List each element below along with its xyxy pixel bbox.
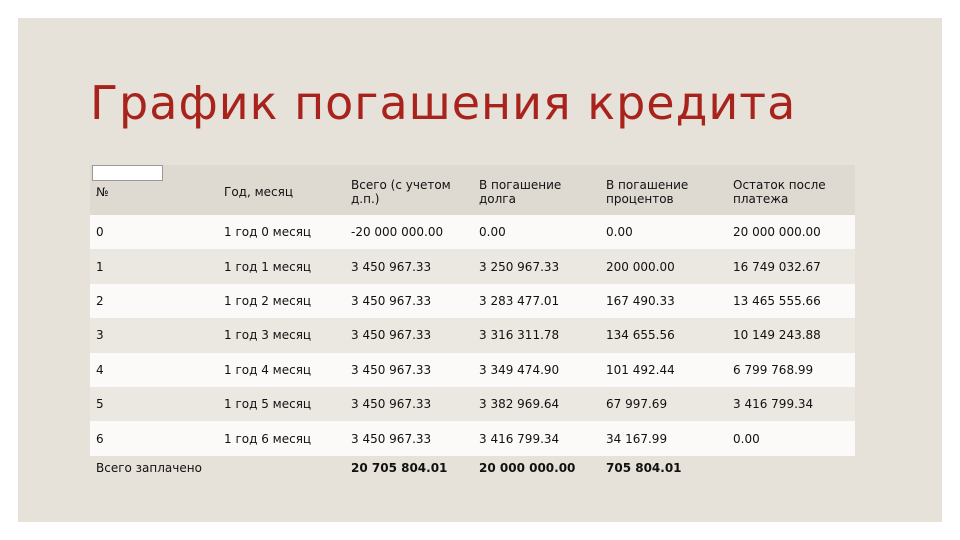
table-cell: 200 000.00 xyxy=(606,259,675,274)
column-header: Всего (с учетом д.п.) xyxy=(351,178,451,206)
table-cell: 3 250 967.33 xyxy=(479,259,560,274)
table-cell: 67 997.69 xyxy=(606,397,668,412)
table-cell: 6 xyxy=(96,431,104,446)
table-cell: 3 416 799.34 xyxy=(733,397,814,412)
table-row: 1 1 год 1 месяц 3 450 967.33 3 250 967.33 20… xyxy=(90,249,855,284)
table-cell: 0.00 xyxy=(479,225,506,240)
table-cell: 0.00 xyxy=(606,225,633,240)
column-header: В погашение долга xyxy=(479,178,562,206)
table-cell: 4 xyxy=(96,362,104,377)
table-row: 3 1 год 3 месяц 3 450 967.33 3 316 311.78 13… xyxy=(90,318,855,353)
table-cell: 10 149 243.88 xyxy=(733,328,821,343)
table-cell: 34 167.99 xyxy=(606,431,668,446)
footer-cell: 20 705 804.01 xyxy=(351,460,448,475)
table-cell: 1 год 0 месяц xyxy=(224,225,312,240)
table-cell: 0.00 xyxy=(733,431,760,446)
table-row: 4 1 год 4 месяц 3 450 967.33 3 349 474.90 10… xyxy=(90,352,855,387)
table-cell: 6 799 768.99 xyxy=(733,362,814,377)
table-cell: 3 450 967.33 xyxy=(351,362,432,377)
table-row: 6 1 год 6 месяц 3 450 967.33 3 416 799.34 34… xyxy=(90,421,855,456)
table-cell: 1 год 3 месяц xyxy=(224,328,312,343)
table-cell: 3 416 799.34 xyxy=(479,431,560,446)
table-cell: 3 450 967.33 xyxy=(351,431,432,446)
table-cell: 20 000 000.00 xyxy=(733,225,821,240)
table-cell: 16 749 032.67 xyxy=(733,259,821,274)
table-cell: 1 год 2 месяц xyxy=(224,293,312,308)
footer-cell: Всего заплачено xyxy=(96,460,202,475)
slide-title: График погашения кредита xyxy=(90,76,797,130)
table-row: 0 1 год 0 месяц -20 000 000.00 0.00 0.00 20 0… xyxy=(90,215,855,250)
table-cell: 5 xyxy=(96,397,104,412)
table-cell: 3 349 474.90 xyxy=(479,362,560,377)
footer-row: Всего заплачено 20 705 804.01 20 000 000.0… xyxy=(90,455,855,480)
table-cell: 167 490.33 xyxy=(606,293,675,308)
table-cell: 3 xyxy=(96,328,104,343)
table-cell: 1 год 1 месяц xyxy=(224,259,312,274)
table-cell: 3 283 477.01 xyxy=(479,293,560,308)
table-row: 5 1 год 5 месяц 3 450 967.33 3 382 969.64 67… xyxy=(90,387,855,422)
table-cell: 3 382 969.64 xyxy=(479,397,560,412)
header-row: № Год, месяц Всего (с учетом д.п.) В погаше… xyxy=(90,165,855,215)
table-cell: 3 316 311.78 xyxy=(479,328,560,343)
footer-cell: 20 000 000.00 xyxy=(479,460,576,475)
table-cell: 3 450 967.33 xyxy=(351,293,432,308)
column-header: № xyxy=(96,185,109,199)
table-cell: 1 год 5 месяц xyxy=(224,397,312,412)
table-row: 2 1 год 2 месяц 3 450 967.33 3 283 477.01 16… xyxy=(90,283,855,319)
table-cell: -20 000 000.00 xyxy=(351,225,444,240)
table-cell: 13 465 555.66 xyxy=(733,293,821,308)
column-header: Год, месяц xyxy=(224,185,294,199)
table-cell: 3 450 967.33 xyxy=(351,259,432,274)
table-cell: 1 год 6 месяц xyxy=(224,431,312,446)
filter-box xyxy=(92,165,163,181)
table-cell: 3 450 967.33 xyxy=(351,397,432,412)
table-cell: 1 год 4 месяц xyxy=(224,362,312,377)
table-cell: 1 xyxy=(96,259,104,274)
table-cell: 0 xyxy=(96,225,104,240)
column-header: Остаток после платежа xyxy=(733,178,826,206)
table-cell: 3 450 967.33 xyxy=(351,328,432,343)
table-cell: 134 655.56 xyxy=(606,328,675,343)
table-cell: 2 xyxy=(96,293,104,308)
column-header: В погашение процентов xyxy=(606,178,689,206)
footer-cell: 705 804.01 xyxy=(606,460,682,475)
table-cell: 101 492.44 xyxy=(606,362,675,377)
